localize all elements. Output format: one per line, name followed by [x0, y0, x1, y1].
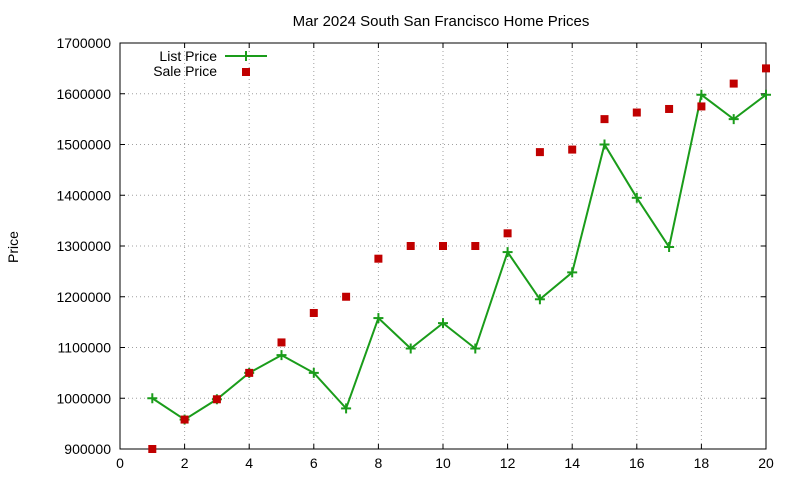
- y-axis-ticks: 900000 1000000 1100000 1200000 1300000 140000…: [56, 35, 111, 457]
- data-point-sale-price: [535, 148, 544, 157]
- chart-title: Mar 2024 South San Francisco Home Prices: [293, 13, 590, 30]
- legend-marker-list-price: [241, 51, 251, 61]
- data-point-sale-price: [212, 395, 221, 404]
- data-point-sale-price: [729, 79, 738, 88]
- x-tick-label: 16: [629, 455, 645, 471]
- data-point-list-price: [470, 343, 481, 354]
- y-tick-label: 1700000: [56, 35, 111, 51]
- data-point-list-price: [308, 367, 319, 378]
- data-point-list-price: [696, 89, 707, 100]
- data-point-sale-price: [180, 415, 189, 424]
- y-tick-label: 1600000: [56, 86, 111, 102]
- x-tick-label: 20: [758, 455, 774, 471]
- data-point-list-price: [147, 393, 158, 404]
- y-tick-label: 1300000: [56, 238, 111, 254]
- data-point-sale-price: [148, 445, 157, 453]
- data-point-list-price: [728, 114, 739, 125]
- data-point-sale-price: [374, 254, 383, 263]
- y-tick-label: 1400000: [56, 187, 111, 203]
- y-axis-label: Price: [5, 231, 21, 263]
- data-point-list-price: [761, 89, 771, 100]
- y-tick-label: 1500000: [56, 137, 111, 153]
- legend-marker-sale-price: [242, 68, 250, 76]
- data-point-sale-price: [697, 102, 706, 111]
- legend-label-sale-price: Sale Price: [153, 63, 217, 79]
- data-point-sale-price: [439, 242, 447, 250]
- x-tick-label: 6: [310, 455, 318, 471]
- x-tick-label: 8: [375, 455, 383, 471]
- x-tick-label: 18: [694, 455, 710, 471]
- series-layer: [147, 64, 771, 453]
- data-point-sale-price: [309, 308, 318, 317]
- x-tick-label: 10: [435, 455, 451, 471]
- x-axis-ticks: 0 2 4 6 8 10 12 14 16 18 20: [116, 455, 774, 471]
- tick-marks: [119, 42, 767, 450]
- data-point-sale-price: [600, 115, 609, 124]
- data-point-sale-price: [503, 229, 512, 238]
- data-point-sale-price: [277, 338, 286, 347]
- y-tick-label: 900000: [64, 441, 111, 457]
- legend-label-list-price: List Price: [159, 48, 217, 64]
- data-point-list-price: [438, 318, 448, 329]
- x-tick-label: 0: [116, 455, 124, 471]
- data-point-sale-price: [665, 104, 674, 113]
- data-point-sale-price: [406, 242, 415, 250]
- x-tick-label: 4: [245, 455, 253, 471]
- data-point-sale-price: [245, 368, 254, 377]
- y-tick-label: 1000000: [56, 390, 111, 406]
- x-tick-label: 2: [181, 455, 189, 471]
- data-point-sale-price: [762, 64, 770, 73]
- data-point-list-price: [373, 313, 384, 324]
- data-point-list-price: [599, 139, 610, 150]
- data-point-sale-price: [342, 292, 351, 301]
- legend: List Price Sale Price: [153, 48, 267, 79]
- data-point-list-price: [664, 242, 675, 253]
- data-point-list-price: [534, 294, 545, 305]
- data-point-list-price: [631, 192, 642, 203]
- y-tick-label: 1100000: [58, 340, 112, 356]
- data-point-list-price: [567, 267, 578, 278]
- series-line-list-price: [151, 93, 767, 421]
- legend-plus-marker: [241, 51, 251, 61]
- data-point-sale-price: [568, 145, 577, 154]
- data-point-list-price: [405, 343, 416, 354]
- y-tick-label: 1200000: [56, 289, 111, 305]
- data-point-sale-price: [471, 242, 480, 250]
- x-tick-label: 14: [564, 455, 580, 471]
- data-point-list-price: [276, 350, 287, 361]
- x-tick-label: 12: [500, 455, 516, 471]
- data-point-sale-price: [632, 108, 641, 117]
- data-point-list-price: [502, 247, 513, 258]
- data-point-list-price: [341, 403, 352, 414]
